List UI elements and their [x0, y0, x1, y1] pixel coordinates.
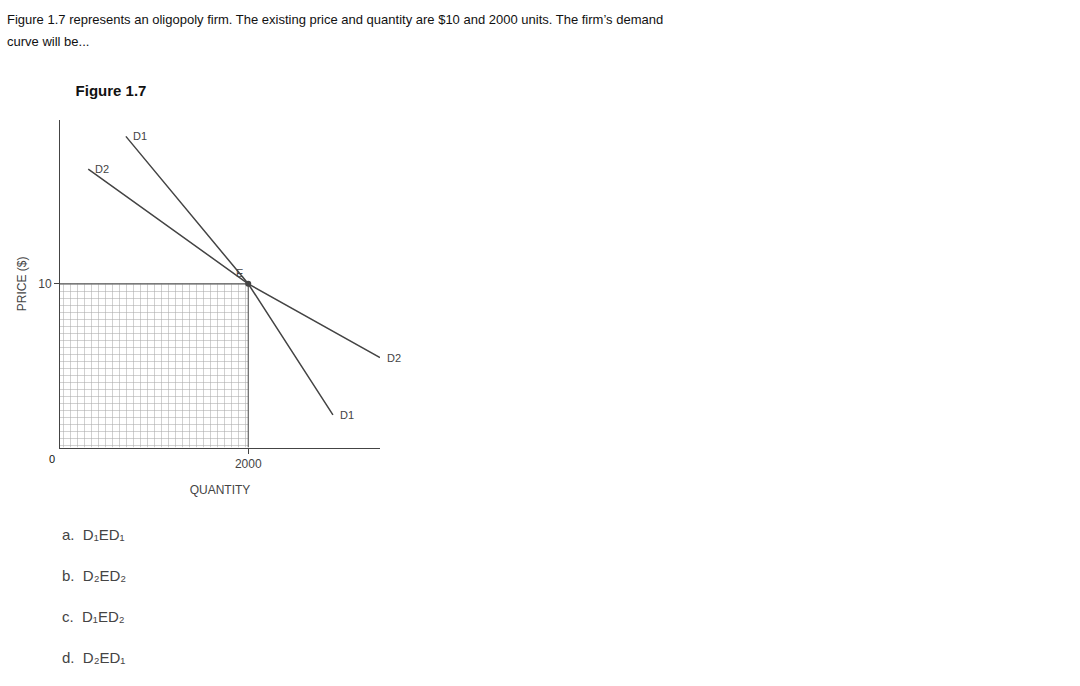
- svg-text:D2: D2: [387, 352, 401, 364]
- svg-text:E: E: [236, 267, 243, 279]
- svg-text:D1: D1: [340, 409, 354, 421]
- svg-text:10: 10: [38, 277, 52, 291]
- svg-text:QUANTITY: QUANTITY: [190, 483, 251, 497]
- svg-text:d. D₂ED₁: d. D₂ED₁: [62, 649, 125, 666]
- svg-text:2000: 2000: [235, 457, 262, 471]
- svg-text:Figure 1.7: Figure 1.7: [76, 82, 147, 99]
- svg-text:a. D₁ED₁: a. D₁ED₁: [62, 526, 125, 543]
- svg-text:0: 0: [49, 453, 55, 465]
- svg-text:b. D₂ED₂: b. D₂ED₂: [62, 567, 126, 584]
- svg-text:Figure 1.7 represents an oligo: Figure 1.7 represents an oligopoly firm.…: [7, 12, 663, 27]
- svg-text:PRICE ($): PRICE ($): [15, 256, 29, 311]
- svg-text:curve will be...: curve will be...: [7, 34, 89, 49]
- svg-text:D2: D2: [95, 163, 109, 175]
- svg-text:D1: D1: [133, 130, 147, 142]
- svg-text:c. D₁ED₂: c. D₁ED₂: [62, 608, 125, 625]
